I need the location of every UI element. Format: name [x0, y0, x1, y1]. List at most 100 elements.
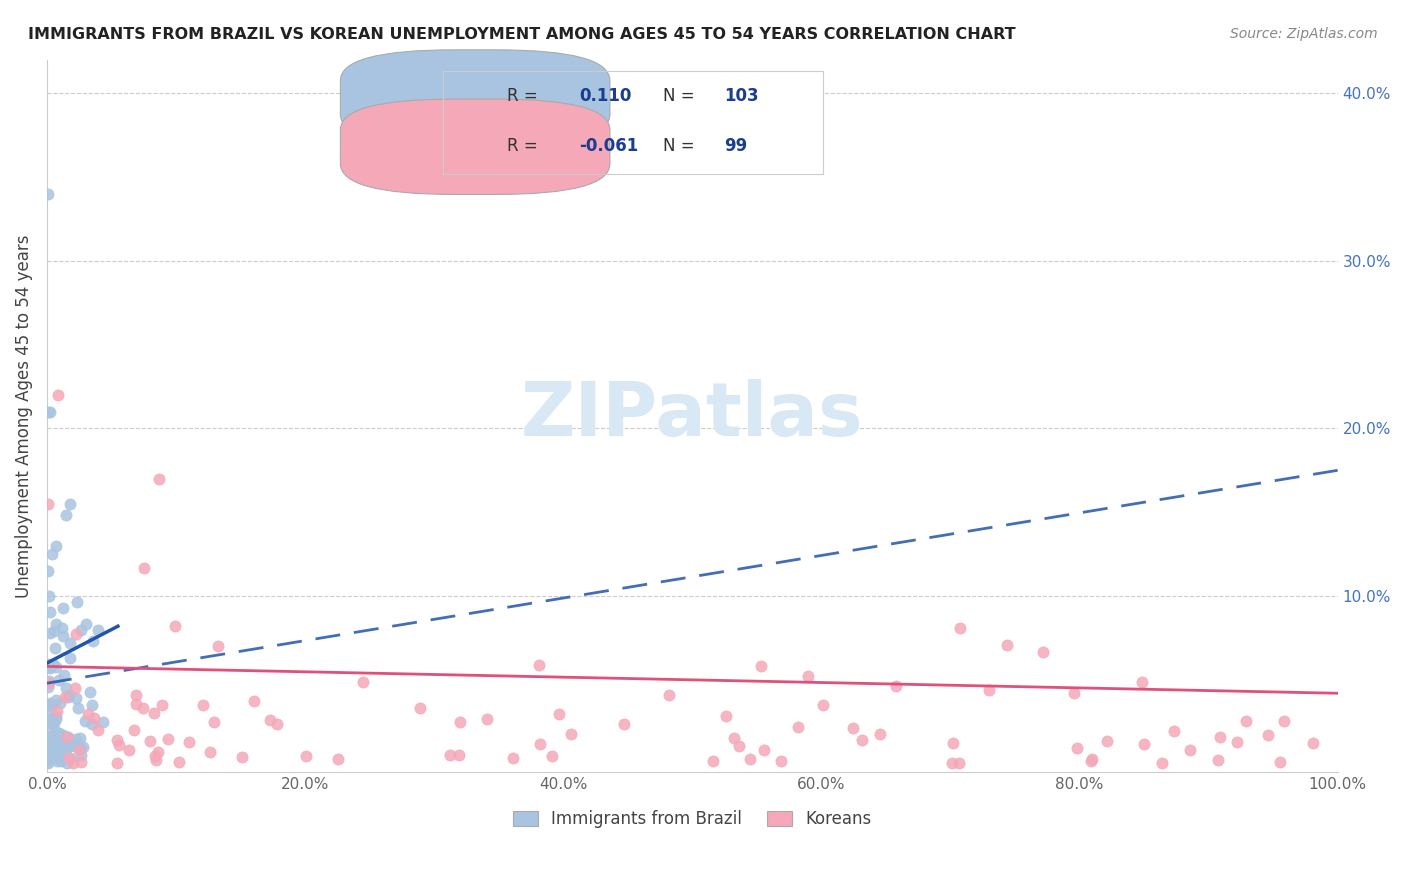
- Point: [65, 691, 87, 706]
- Point: [207, 639, 229, 653]
- Point: [37, 749, 59, 764]
- Point: [38, 704, 60, 718]
- Point: [45, 737, 67, 751]
- Point: [107, 732, 129, 747]
- Point: [38, 698, 60, 712]
- Point: [55, 508, 77, 522]
- Point: [105, 756, 128, 770]
- Point: [65, 732, 87, 747]
- Point: [37, 564, 59, 578]
- Point: [796, 668, 818, 682]
- Point: [167, 755, 190, 769]
- Point: [38, 732, 60, 747]
- Point: [200, 745, 222, 759]
- Point: [55, 741, 77, 756]
- Point: [1302, 736, 1324, 750]
- Point: [41, 547, 63, 561]
- Point: [38, 730, 60, 744]
- Point: [1178, 743, 1201, 757]
- Point: [82, 698, 104, 712]
- Point: [48, 749, 70, 764]
- Point: [134, 561, 156, 575]
- Point: [59, 497, 82, 511]
- Point: [80, 717, 103, 731]
- Point: [38, 625, 60, 640]
- Point: [45, 539, 67, 553]
- Point: [56, 730, 79, 744]
- Point: [63, 681, 86, 695]
- Point: [37, 186, 59, 201]
- Point: [541, 748, 564, 763]
- Point: [37, 756, 59, 770]
- Point: [75, 714, 97, 728]
- Point: [45, 693, 67, 707]
- Point: [1163, 723, 1185, 738]
- Point: [118, 743, 141, 757]
- Point: [108, 738, 131, 752]
- Point: [65, 627, 87, 641]
- Text: N =: N =: [664, 87, 695, 105]
- Point: [941, 756, 963, 770]
- Point: [70, 624, 93, 638]
- Point: [49, 697, 72, 711]
- Point: [46, 749, 69, 764]
- Point: [59, 650, 82, 665]
- Legend: Immigrants from Brazil, Koreans: Immigrants from Brazil, Koreans: [506, 804, 879, 835]
- Point: [86, 623, 108, 637]
- Point: [70, 747, 93, 762]
- Point: [44, 624, 66, 638]
- Point: [39, 745, 62, 759]
- Point: [165, 619, 187, 633]
- Point: [51, 739, 73, 754]
- Point: [56, 690, 79, 705]
- Text: IMMIGRANTS FROM BRAZIL VS KOREAN UNEMPLOYMENT AMONG AGES 45 TO 54 YEARS CORRELAT: IMMIGRANTS FROM BRAZIL VS KOREAN UNEMPLO…: [28, 27, 1015, 42]
- Point: [1032, 645, 1054, 659]
- Point: [1272, 714, 1295, 729]
- Point: [55, 681, 77, 695]
- Point: [59, 751, 82, 765]
- Text: 103: 103: [724, 87, 758, 105]
- Point: [38, 714, 60, 729]
- Point: [723, 731, 745, 745]
- Point: [548, 706, 571, 721]
- Point: [352, 674, 374, 689]
- Point: [502, 751, 524, 765]
- Point: [1226, 735, 1249, 749]
- Point: [193, 698, 215, 713]
- Point: [38, 673, 60, 688]
- Point: [82, 633, 104, 648]
- Point: [38, 696, 60, 710]
- Point: [148, 472, 170, 486]
- Point: [869, 727, 891, 741]
- Point: [884, 679, 907, 693]
- Point: [439, 748, 461, 763]
- Point: [58, 739, 80, 754]
- Point: [37, 657, 59, 671]
- Text: 0.110: 0.110: [579, 87, 631, 105]
- Point: [150, 698, 173, 712]
- Point: [949, 620, 972, 634]
- Point: [69, 740, 91, 755]
- Point: [48, 732, 70, 747]
- Point: [41, 734, 63, 748]
- Point: [49, 754, 72, 768]
- Point: [202, 715, 225, 730]
- Point: [122, 723, 145, 738]
- Point: [69, 731, 91, 746]
- Point: [52, 739, 75, 754]
- Point: [37, 746, 59, 760]
- Point: [66, 701, 89, 715]
- Point: [714, 708, 737, 723]
- Point: [1257, 728, 1279, 742]
- Text: R =: R =: [508, 87, 538, 105]
- FancyBboxPatch shape: [340, 99, 610, 194]
- Point: [37, 733, 59, 747]
- Point: [37, 698, 59, 712]
- Point: [37, 752, 59, 766]
- Point: [38, 747, 60, 762]
- Point: [231, 749, 253, 764]
- Point: [449, 715, 471, 730]
- Point: [1081, 752, 1104, 766]
- Point: [125, 697, 148, 711]
- Point: [48, 747, 70, 761]
